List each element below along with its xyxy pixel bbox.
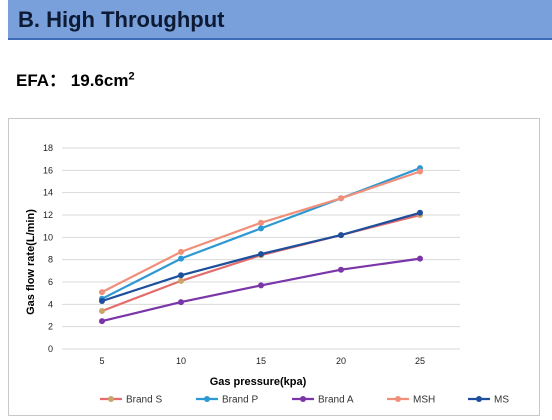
x-tick-label-15: 15 [256,356,266,366]
y-axis-title: Gas flow rate(L/min) [25,209,37,315]
data-point-brand-a-25 [417,255,423,262]
data-point-msh-5 [99,289,105,296]
y-tick-label-0: 0 [48,344,53,354]
data-point-brand-s-10 [178,277,184,284]
data-point-msh-15 [258,219,264,226]
x-tick-label-25: 25 [415,356,425,366]
data-point-ms-15 [258,251,264,258]
legend-label-brand-p: Brand P [222,395,258,406]
x-tick-label-20: 20 [336,356,346,366]
page-title: B. High Throughput [18,7,225,32]
y-tick-label-16: 16 [43,165,53,175]
chart-frame [8,118,540,416]
data-point-brand-p-15 [258,225,264,232]
legend-swatch-marker-msh [395,396,401,402]
y-tick-label-10: 10 [43,232,53,242]
legend-label-msh: MSH [413,395,435,406]
y-tick-label-2: 2 [48,322,53,332]
data-point-brand-a-15 [258,282,264,289]
legend-swatch-marker-brand-a [300,396,306,402]
legend-swatch-marker-brand-p [204,396,210,402]
y-tick-label-14: 14 [43,188,53,198]
legend-label-brand-a: Brand A [318,395,354,406]
data-point-ms-25 [417,209,423,216]
y-tick-label-4: 4 [48,299,53,309]
data-point-msh-10 [178,248,184,255]
legend-swatch-marker-brand-s [108,396,114,402]
data-point-msh-20 [338,195,344,202]
efa-label: EFA： 19.6cm2 [16,66,135,91]
y-tick-label-18: 18 [43,143,53,153]
x-axis-title: Gas pressure(kpa) [210,376,307,388]
data-point-ms-5 [99,298,105,304]
efa-text: EFA： 19.6cm [16,71,129,90]
data-point-ms-20 [338,232,344,239]
data-point-brand-a-20 [338,266,344,273]
y-tick-label-6: 6 [48,277,53,287]
x-tick-label-5: 5 [99,356,104,366]
y-tick-label-12: 12 [43,210,53,220]
data-point-brand-a-10 [178,299,184,306]
data-point-brand-p-10 [178,255,184,262]
y-tick-label-8: 8 [48,255,53,265]
data-point-ms-10 [178,272,184,279]
legend-label-brand-s: Brand S [126,395,162,406]
x-tick-label-10: 10 [176,356,186,366]
efa-unit-exponent: 2 [128,70,135,83]
legend-swatch-marker-ms [476,396,482,402]
data-point-brand-s-5 [99,308,105,314]
header-bar: B. High Throughput [8,0,552,40]
data-point-brand-a-5 [99,318,105,325]
legend-label-ms: MS [494,395,509,406]
data-point-msh-25 [417,168,423,175]
